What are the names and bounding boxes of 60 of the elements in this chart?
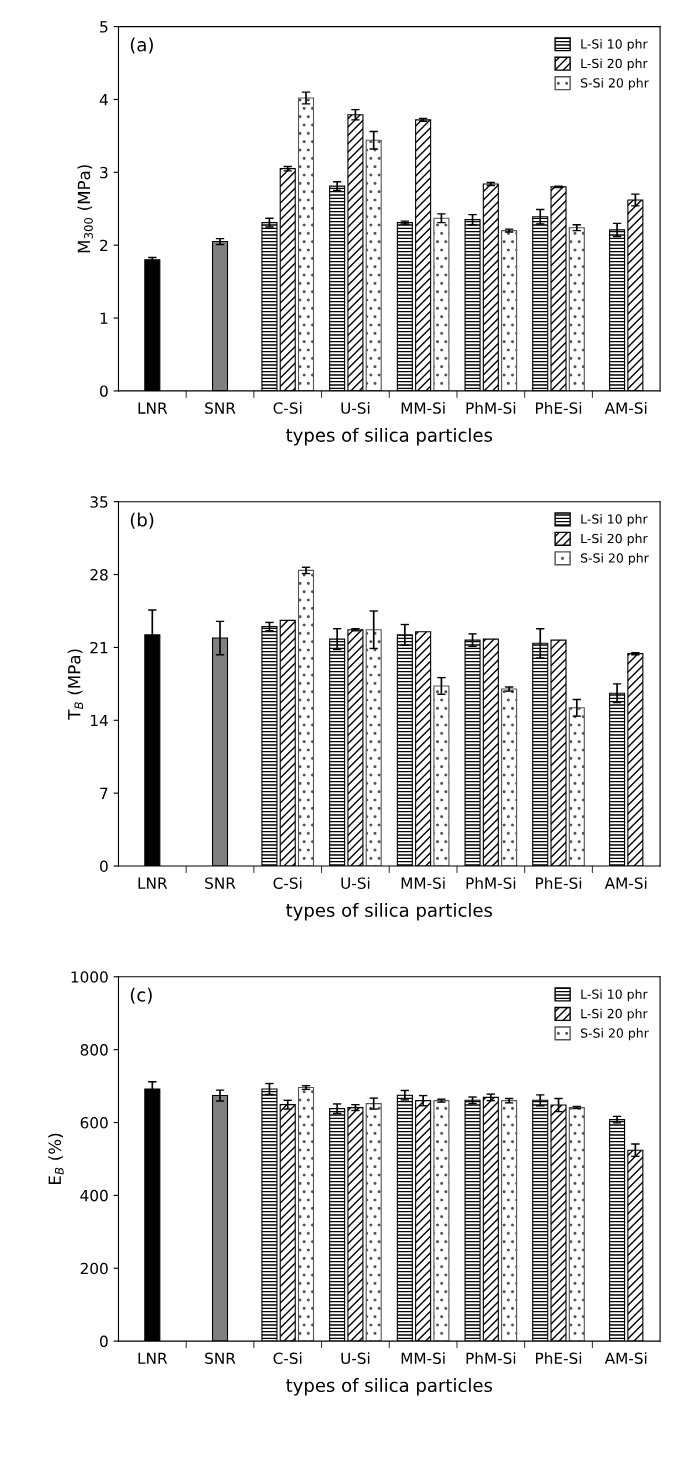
y-axis-title: T$_{B}$ (MPa) bbox=[67, 649, 83, 720]
y-axis-title: M$_{300}$ (MPa) bbox=[77, 165, 93, 253]
legend-label: L-Si 10 phr bbox=[581, 38, 648, 52]
y-tick-label: 5 bbox=[100, 21, 108, 33]
legend-label: L-Si 10 phr bbox=[581, 989, 648, 1002]
annotation: (b) bbox=[130, 512, 154, 529]
x-tick-label: LNR bbox=[138, 1352, 168, 1364]
x-tick-label: C-Si bbox=[273, 877, 302, 889]
y-tick-label: 800 bbox=[80, 1044, 108, 1056]
y-tick-label: 0 bbox=[100, 860, 108, 873]
legend-label: S-Si 20 phr bbox=[580, 553, 649, 566]
x-tick-label: C-Si bbox=[273, 402, 302, 414]
y-tick-label: 200 bbox=[80, 1262, 108, 1275]
legend-label: L-Si 10 phr bbox=[581, 514, 648, 527]
x-tick-label: SNR bbox=[205, 402, 236, 414]
x-tick-label: SNR bbox=[205, 1352, 236, 1365]
y-tick-label: 21 bbox=[90, 641, 108, 654]
annotation: (c) bbox=[130, 987, 152, 1004]
annotation: (a) bbox=[130, 37, 153, 54]
y-tick-label: 1000 bbox=[71, 971, 108, 983]
y-tick-label: 600 bbox=[80, 1116, 108, 1129]
x-axis-title: types of silica particles bbox=[286, 903, 493, 921]
y-tick-label: 35 bbox=[90, 496, 108, 508]
x-tick-label: U-Si bbox=[341, 402, 370, 414]
x-tick-label: LNR bbox=[138, 877, 168, 889]
x-axis-title: types of silica particles bbox=[286, 427, 493, 446]
y-tick-label: 3 bbox=[100, 166, 108, 179]
y-tick-label: 0 bbox=[100, 385, 108, 397]
x-tick-label: AM-Si bbox=[604, 877, 647, 889]
x-tick-label: PhM-Si bbox=[466, 877, 516, 889]
legend-label: S-Si 20 phr bbox=[580, 1028, 649, 1041]
y-tick-label: 2 bbox=[100, 239, 108, 251]
y-tick-label: 28 bbox=[90, 569, 108, 581]
y-tick-label: 1 bbox=[100, 312, 108, 324]
x-tick-label: AM-Si bbox=[604, 1352, 647, 1365]
x-tick-label: U-Si bbox=[341, 877, 370, 889]
x-tick-label: C-Si bbox=[273, 1352, 302, 1365]
y-tick-label: 14 bbox=[90, 714, 108, 727]
legend-label: L-Si 20 phr bbox=[581, 1008, 648, 1021]
x-tick-label: PhE-Si bbox=[536, 1352, 582, 1365]
legend-label: L-Si 20 phr bbox=[581, 533, 648, 546]
x-tick-label: AM-Si bbox=[604, 402, 647, 414]
y-axis-title: E$_{B}$ (%) bbox=[48, 1133, 64, 1184]
x-axis-title: types of silica particles bbox=[286, 1378, 493, 1396]
x-tick-label: MM-Si bbox=[401, 1352, 445, 1365]
x-tick-label: SNR bbox=[205, 877, 236, 889]
x-tick-label: PhE-Si bbox=[536, 877, 582, 889]
legend-label: S-Si 20 phr bbox=[580, 77, 649, 91]
x-tick-label: PhE-Si bbox=[536, 402, 582, 414]
x-tick-label: LNR bbox=[138, 402, 168, 414]
y-tick-label: 7 bbox=[100, 787, 108, 799]
x-tick-label: PhM-Si bbox=[466, 1352, 516, 1365]
x-tick-label: MM-Si bbox=[401, 877, 445, 889]
y-tick-label: 0 bbox=[100, 1335, 108, 1348]
x-tick-label: PhM-Si bbox=[466, 402, 516, 414]
y-tick-label: 400 bbox=[80, 1189, 108, 1202]
y-tick-label: 4 bbox=[99, 94, 108, 106]
x-tick-label: U-Si bbox=[341, 1352, 370, 1365]
x-tick-label: MM-Si bbox=[401, 402, 445, 414]
legend-label: L-Si 20 phr bbox=[581, 58, 648, 71]
